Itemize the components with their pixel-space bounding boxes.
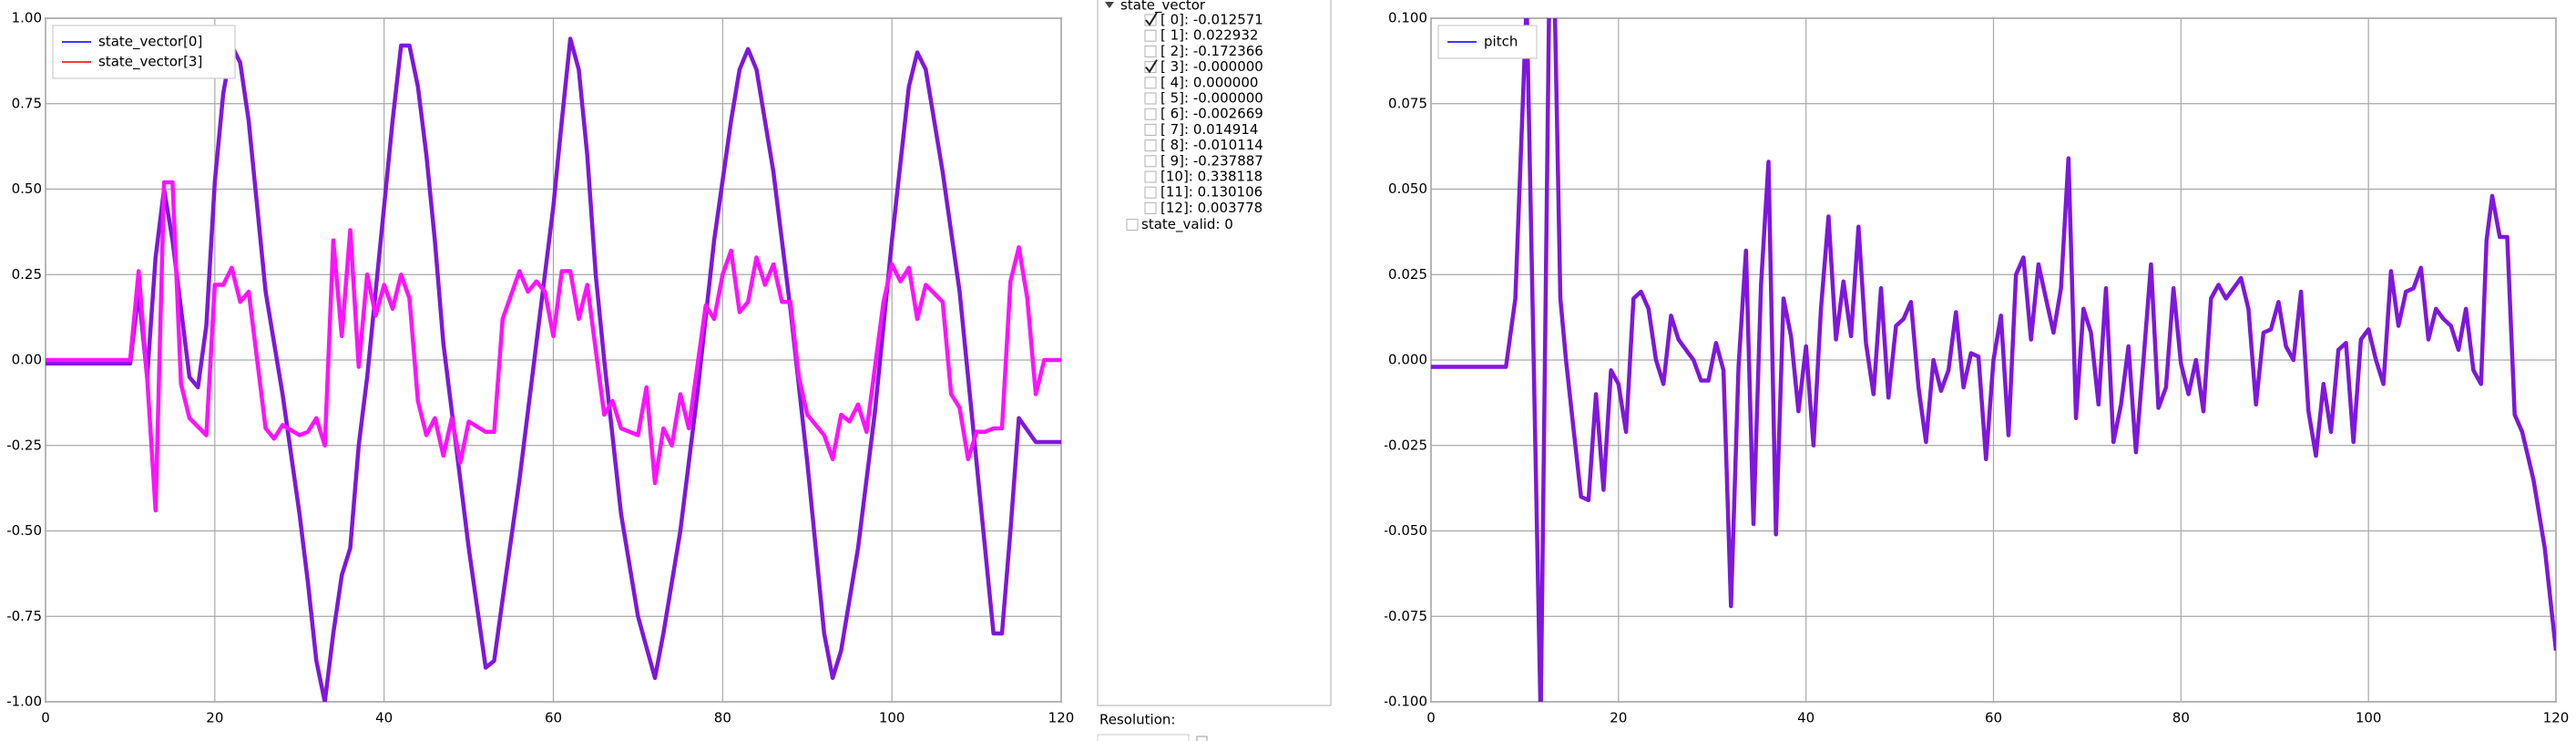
plot-lines xyxy=(46,36,1061,702)
y-tick-label: -0.75 xyxy=(6,608,42,624)
x-tick-label: 120 xyxy=(1048,710,1075,726)
tree-panel xyxy=(1097,0,1332,706)
x-tick-label: 20 xyxy=(206,710,223,726)
tree-checkbox[interactable] xyxy=(1144,92,1157,105)
tree-item-label[interactable]: [ 5]: -0.000000 xyxy=(1160,90,1263,107)
x-tick-label: 60 xyxy=(1985,710,2002,726)
legend-box xyxy=(52,25,236,79)
tree-checkbox[interactable] xyxy=(1144,123,1157,136)
y-tick-label: -0.025 xyxy=(1384,437,1427,453)
check-mark xyxy=(1145,12,1158,26)
tree-checkbox[interactable] xyxy=(1126,219,1139,232)
tree-item-label[interactable]: [ 7]: 0.014914 xyxy=(1160,121,1258,138)
y-tick-label: 0.050 xyxy=(1388,180,1427,197)
y-tick-labels: -1.00 -0.75 -0.50 -0.25 0.00 0.25 0.50 0.75 1.00 xyxy=(6,10,42,710)
tree-root-label: state_vector xyxy=(1120,0,1206,15)
y-tick-label: 0.50 xyxy=(12,180,42,197)
x-tick-label: 0 xyxy=(1426,710,1436,726)
tree-checkbox[interactable] xyxy=(1144,77,1157,89)
legend-label: pitch xyxy=(1484,34,1518,50)
tree-checkbox[interactable] xyxy=(1144,170,1157,183)
tree-item-label[interactable]: [ 6]: -0.002669 xyxy=(1160,106,1263,122)
tree-checkbox[interactable] xyxy=(1144,139,1157,152)
tree-item-label[interactable]: [ 3]: -0.000000 xyxy=(1160,58,1263,75)
tree-item-label[interactable]: [11]: 0.130106 xyxy=(1160,184,1262,201)
y-tick-label: 0.75 xyxy=(12,95,42,111)
resolution-input[interactable] xyxy=(1097,734,1190,741)
tree-item-label[interactable]: state_valid: 0 xyxy=(1141,216,1233,233)
checkbox[interactable] xyxy=(1196,736,1208,741)
tree-item-label[interactable]: [ 2]: -0.172366 xyxy=(1160,43,1263,59)
y-tick-label: -0.50 xyxy=(6,522,42,539)
x-tick-label: 40 xyxy=(1797,710,1814,726)
tree-checkbox[interactable] xyxy=(1144,108,1157,120)
series-line xyxy=(1431,18,2556,702)
y-tick-label: 0.075 xyxy=(1388,95,1427,111)
y-tick-label: -0.100 xyxy=(1384,694,1427,710)
y-tick-labels: -0.100 -0.075 -0.050 -0.025 0.000 0.025 0.050 0… xyxy=(1384,10,1427,710)
tree-item-label[interactable]: [ 8]: -0.010114 xyxy=(1160,137,1263,153)
legend-label: state_vector[0] xyxy=(98,34,202,51)
x-tick-label: 60 xyxy=(545,710,562,726)
y-tick-label: -0.25 xyxy=(6,437,42,453)
plot-lines xyxy=(1431,18,2556,702)
x-tick-label: 80 xyxy=(714,710,731,726)
tree-item-label[interactable]: [12]: 0.003778 xyxy=(1160,200,1262,216)
tree-item-label[interactable]: [ 9]: -0.237887 xyxy=(1160,152,1263,169)
y-tick-label: 1.00 xyxy=(12,10,42,26)
x-tick-label: 120 xyxy=(2543,710,2570,726)
tree-checkbox[interactable] xyxy=(1144,155,1157,168)
tree-checkbox[interactable] xyxy=(1144,201,1157,214)
y-tick-label: 0.100 xyxy=(1388,10,1427,26)
x-tick-label: 80 xyxy=(2172,710,2190,726)
tree-item-label[interactable]: [ 4]: 0.000000 xyxy=(1160,74,1258,90)
series-line xyxy=(46,180,1061,513)
y-tick-label: -0.075 xyxy=(1384,608,1427,624)
y-tick-label: 0.00 xyxy=(12,352,42,368)
expand-arrow xyxy=(1105,2,1114,8)
x-tick-label: 0 xyxy=(41,710,50,726)
check-mark xyxy=(1145,59,1158,74)
resolution-label: Resolution: xyxy=(1099,712,1175,728)
tree-item-label[interactable]: [ 0]: -0.012571 xyxy=(1160,12,1263,28)
tree-checkbox[interactable] xyxy=(1144,45,1157,57)
x-tick-label: 40 xyxy=(375,710,393,726)
legend-label: state_vector[3] xyxy=(98,54,202,71)
x-tick-label: 100 xyxy=(2356,710,2382,726)
y-tick-label: -0.050 xyxy=(1384,522,1427,539)
series-line xyxy=(46,36,1061,702)
tree-item-label[interactable]: [ 1]: 0.022932 xyxy=(1160,27,1258,44)
y-tick-label: 0.25 xyxy=(12,266,42,283)
x-tick-label: 100 xyxy=(879,710,905,726)
tree-item-label[interactable]: [10]: 0.338118 xyxy=(1160,169,1262,185)
y-tick-label: 0.000 xyxy=(1388,352,1427,368)
tree-checkbox[interactable] xyxy=(1144,186,1157,199)
x-tick-label: 20 xyxy=(1610,710,1627,726)
y-tick-label: 0.025 xyxy=(1388,266,1427,283)
y-tick-label: -1.00 xyxy=(6,694,42,710)
tree-checkbox[interactable] xyxy=(1144,29,1157,42)
